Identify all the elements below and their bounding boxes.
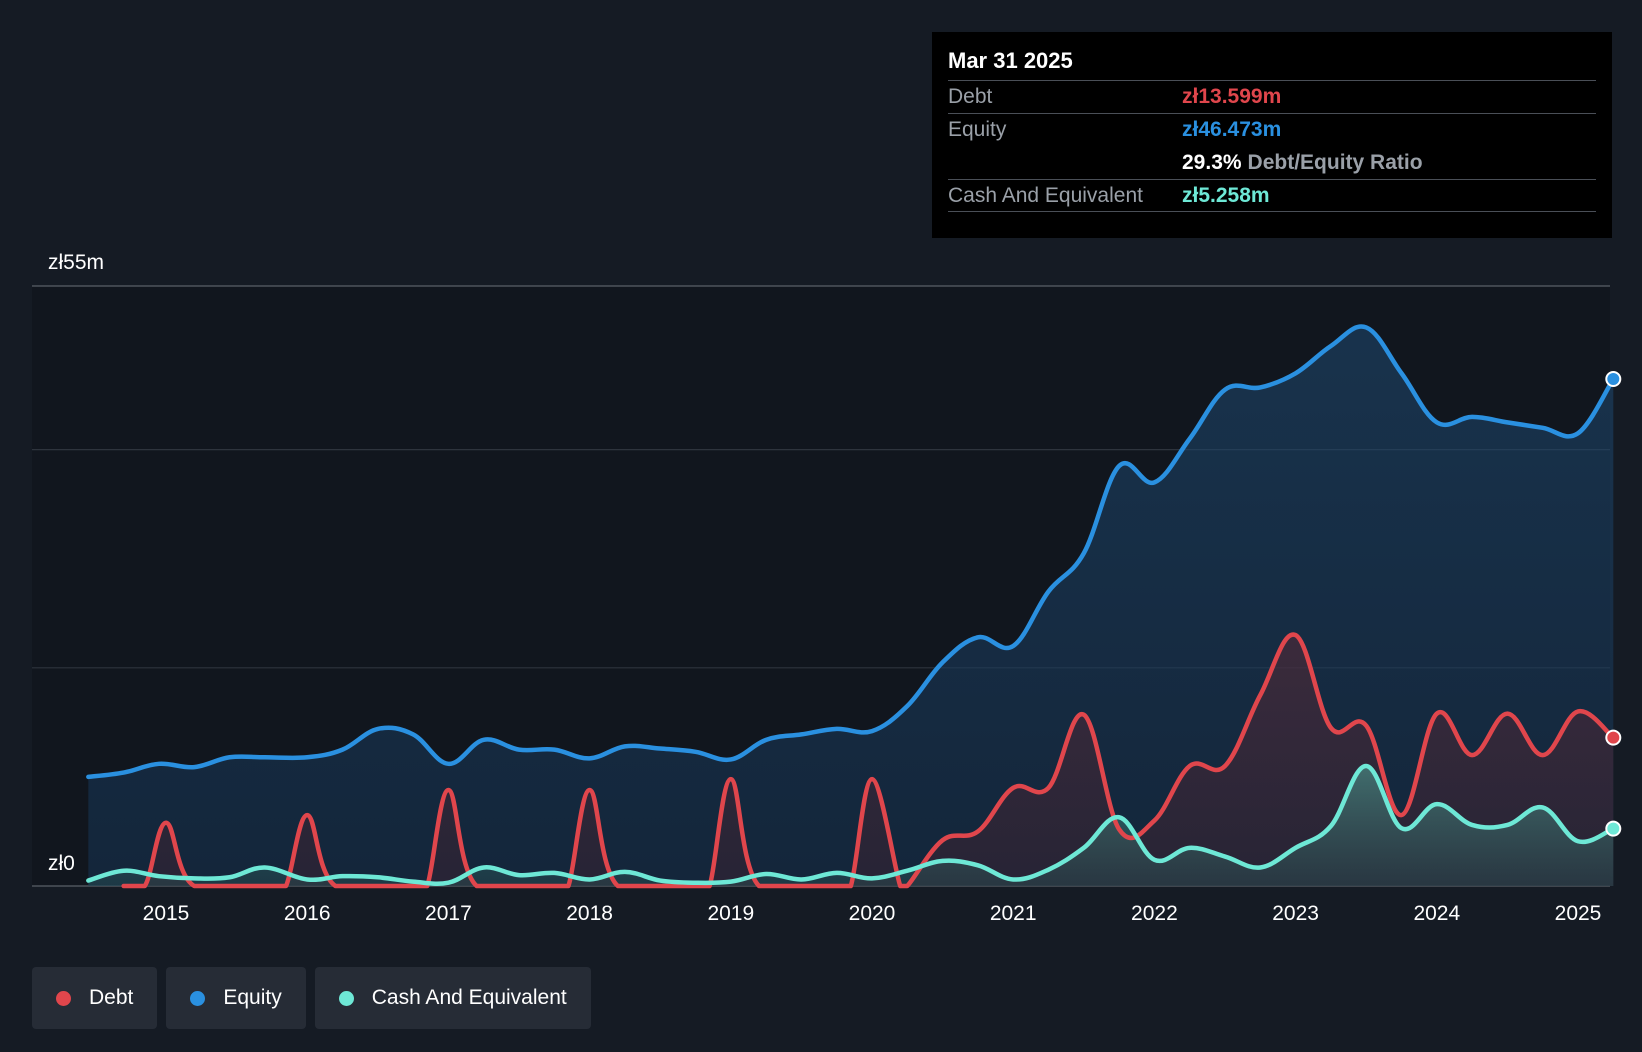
equity-line bbox=[86, 324, 1616, 780]
series-endpoints bbox=[1605, 371, 1622, 837]
y-tick-label-zero: zł0 bbox=[48, 852, 75, 875]
x-tick-label: 2022 bbox=[1131, 902, 1178, 925]
tooltip-date: Mar 31 2025 bbox=[948, 48, 1073, 73]
equity-endpoint bbox=[1605, 371, 1622, 388]
x-tick-label: 2015 bbox=[143, 902, 190, 925]
x-tick-label: 2023 bbox=[1272, 902, 1319, 925]
legend-label-cash: Cash And Equivalent bbox=[371, 986, 567, 1009]
cash-and-equivalent-endpoint bbox=[1605, 820, 1622, 837]
tooltip-equity-row: Equity zł46.473m bbox=[948, 113, 1596, 146]
debt-line bbox=[121, 632, 1616, 889]
tooltip-ratio-label: Debt/Equity Ratio bbox=[1247, 150, 1423, 174]
y-axis-ticks: zł55m zł0 bbox=[48, 251, 104, 875]
x-tick-label: 2019 bbox=[707, 902, 754, 925]
x-axis-ticks: 2015 2016 2017 2018 2019 2020 2021 2022 2023 2024… bbox=[143, 902, 1602, 925]
legend-label-equity: Equity bbox=[223, 986, 282, 1009]
tooltip-debt-value: zł13.599m bbox=[1182, 85, 1282, 108]
x-tick-label: 2020 bbox=[849, 902, 896, 925]
equity-dot-icon bbox=[190, 990, 206, 1006]
cash-dot-icon bbox=[338, 990, 354, 1006]
x-tick-label: 2021 bbox=[990, 902, 1037, 925]
x-tick-label: 2018 bbox=[566, 902, 613, 925]
tooltip-ratio-value: 29.3% bbox=[1182, 150, 1242, 174]
tooltip-cash-row: Cash And Equivalent zł5.258m bbox=[948, 179, 1596, 212]
debt-area bbox=[123, 634, 1614, 886]
tooltip-equity-label: Equity bbox=[948, 118, 1007, 141]
x-tick-label: 2025 bbox=[1555, 902, 1602, 925]
y-tick-label-max: zł55m bbox=[48, 251, 104, 274]
tooltip-ratio-row: 29.3% Debt/Equity Ratio bbox=[948, 146, 1596, 179]
tooltip-cash-value: zł5.258m bbox=[1182, 183, 1270, 207]
x-tick-label: 2024 bbox=[1413, 902, 1460, 925]
legend-label-debt: Debt bbox=[89, 986, 134, 1009]
legend-item-debt[interactable]: Debt bbox=[32, 967, 158, 1029]
equity-area bbox=[88, 326, 1614, 886]
tooltip-debt-row: Debt zł13.599m bbox=[948, 80, 1596, 113]
debt-endpoint bbox=[1605, 729, 1622, 746]
legend: Debt Equity Cash And Equivalent bbox=[32, 967, 591, 1029]
tooltip-equity-value: zł46.473m bbox=[1182, 118, 1282, 141]
legend-item-cash[interactable]: Cash And Equivalent bbox=[314, 967, 591, 1029]
cash-and-equivalent-line bbox=[86, 763, 1616, 887]
debt-dot-icon bbox=[56, 990, 71, 1006]
legend-item-equity[interactable]: Equity bbox=[166, 967, 306, 1029]
series-lines bbox=[86, 324, 1616, 889]
tooltip: Mar 31 2025 Debt zł13.599m Equity zł46.4… bbox=[932, 32, 1612, 238]
x-tick-label: 2017 bbox=[425, 902, 472, 925]
tooltip-cash-label: Cash And Equivalent bbox=[948, 183, 1143, 207]
x-tick-label: 2016 bbox=[284, 902, 331, 925]
tooltip-debt-label: Debt bbox=[948, 85, 993, 108]
